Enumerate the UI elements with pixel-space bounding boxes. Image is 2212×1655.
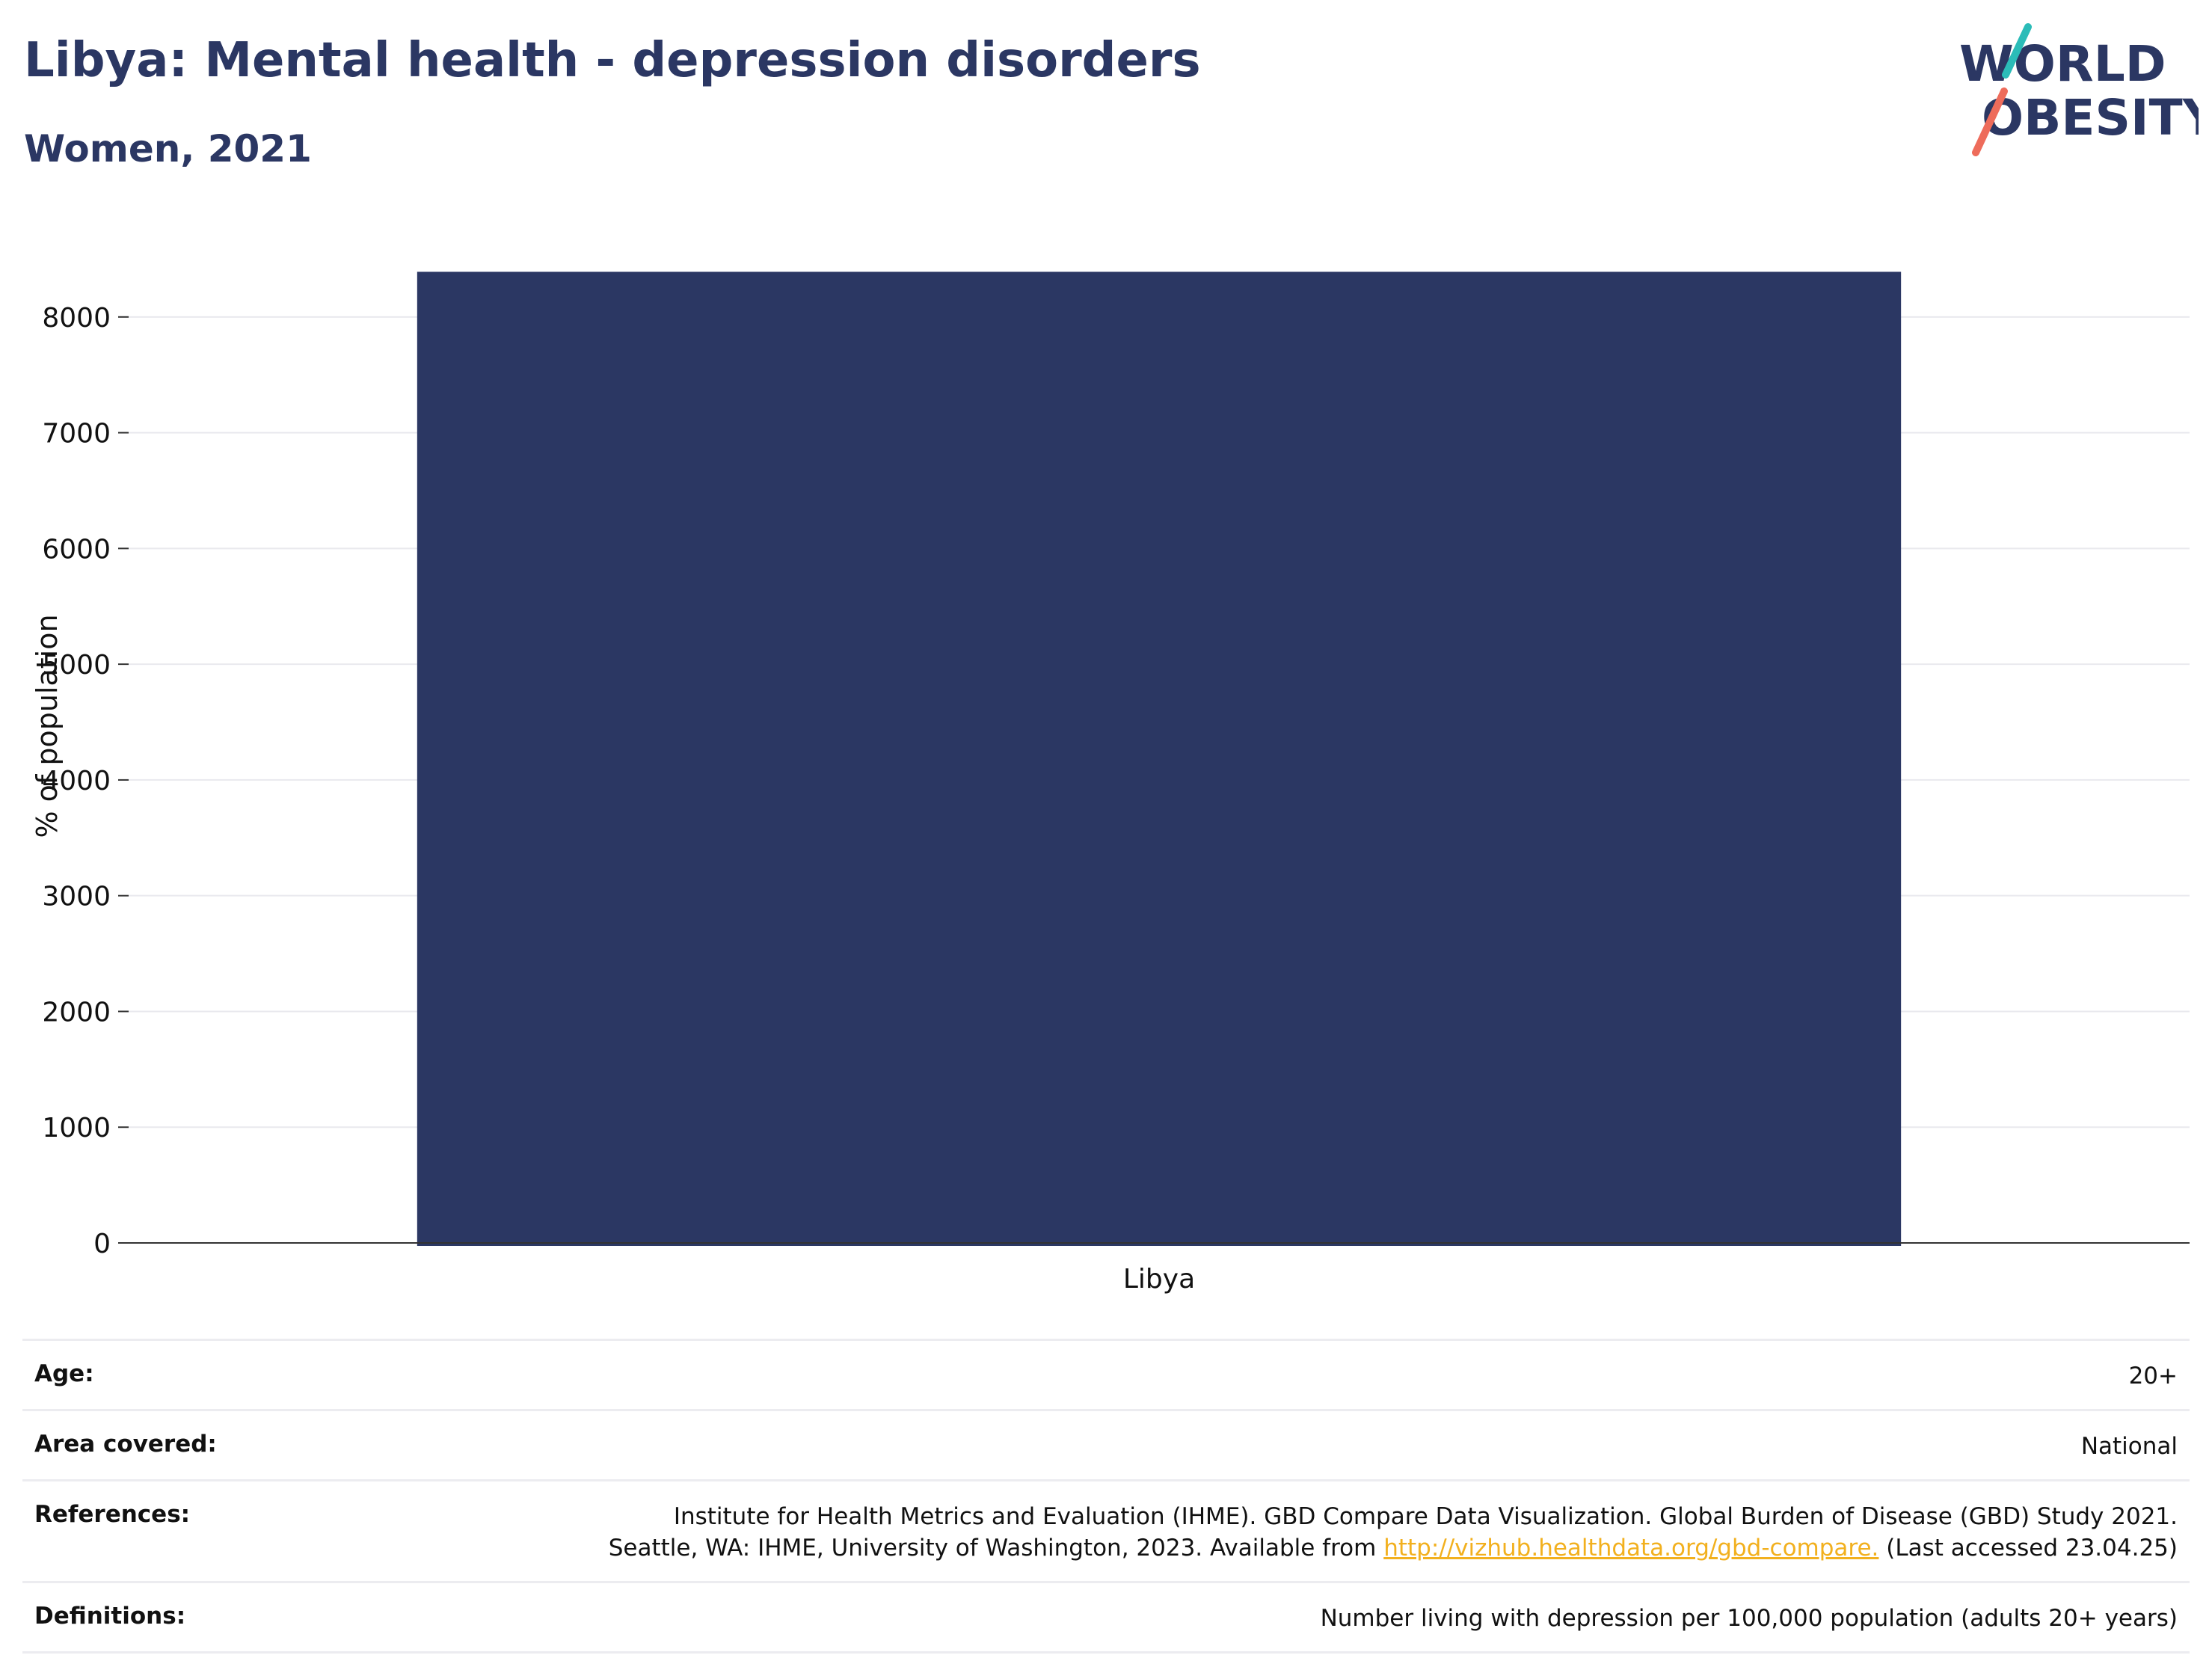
meta-references-label: References: (34, 1500, 191, 1528)
x-tick-label: Libya (1123, 1264, 1195, 1295)
meta-age-value: 20+ (2128, 1363, 2178, 1390)
meta-age-label: Age: (34, 1360, 94, 1387)
chart-subtitle: Women, 2021 (24, 127, 312, 171)
logo-slash-teal (2002, 23, 2032, 79)
y-tick-label: 2000 (42, 997, 111, 1028)
bars (417, 271, 1902, 1247)
meta-definitions-value: Number living with depression per 100,00… (1320, 1605, 2178, 1633)
references-line2-pre: Seattle, WA: IHME, University of Washing… (608, 1535, 1377, 1562)
meta-references-value: Institute for Health Metrics and Evaluat… (609, 1501, 2178, 1565)
meta-row-references: References: Institute for Health Metrics… (22, 1479, 2190, 1582)
y-tick-label: 3000 (42, 882, 111, 912)
meta-row-age: Age: 20+ (22, 1339, 2190, 1409)
metadata-table: Age: 20+ Area covered: National Referenc… (22, 1339, 2190, 1654)
logo-line1: WORLD (1959, 35, 2166, 93)
references-link[interactable]: http://vizhub.healthdata.org/gbd-compare… (1383, 1535, 1879, 1562)
y-tick-label: 7000 (42, 419, 111, 449)
y-axis-ticks: 0 1000 2000 3000 4000 5000 6000 7000 8000 (42, 303, 129, 1259)
references-line1: Institute for Health Metrics and Evaluat… (673, 1502, 2178, 1530)
chart-title: Libya: Mental health - depression disord… (24, 33, 1201, 88)
meta-definitions-label: Definitions: (34, 1603, 186, 1630)
x-axis-ticks: Libya (1123, 1264, 1195, 1295)
y-tick-label: 8000 (42, 303, 111, 334)
bar-libya (417, 271, 1902, 1247)
y-tick-label: 1000 (42, 1113, 111, 1143)
meta-row-definitions: Definitions: Number living with depressi… (22, 1581, 2190, 1654)
references-line2-post: (Last accessed 23.04.25) (1886, 1535, 2178, 1562)
y-tick-label: 6000 (42, 534, 111, 565)
logo-slash-coral (1972, 87, 2008, 156)
meta-area-value: National (2080, 1432, 2178, 1460)
meta-row-area: Area covered: National (22, 1408, 2190, 1479)
world-obesity-logo: WORLD OBESITY (1959, 23, 2199, 156)
y-tick-label: 0 (93, 1229, 111, 1259)
y-tick-label: 5000 (42, 650, 111, 681)
logo-line2: OBESITY (1982, 89, 2199, 147)
y-tick-label: 4000 (42, 766, 111, 796)
meta-area-label: Area covered: (34, 1430, 217, 1458)
y-axis-label: % of population (31, 614, 64, 838)
